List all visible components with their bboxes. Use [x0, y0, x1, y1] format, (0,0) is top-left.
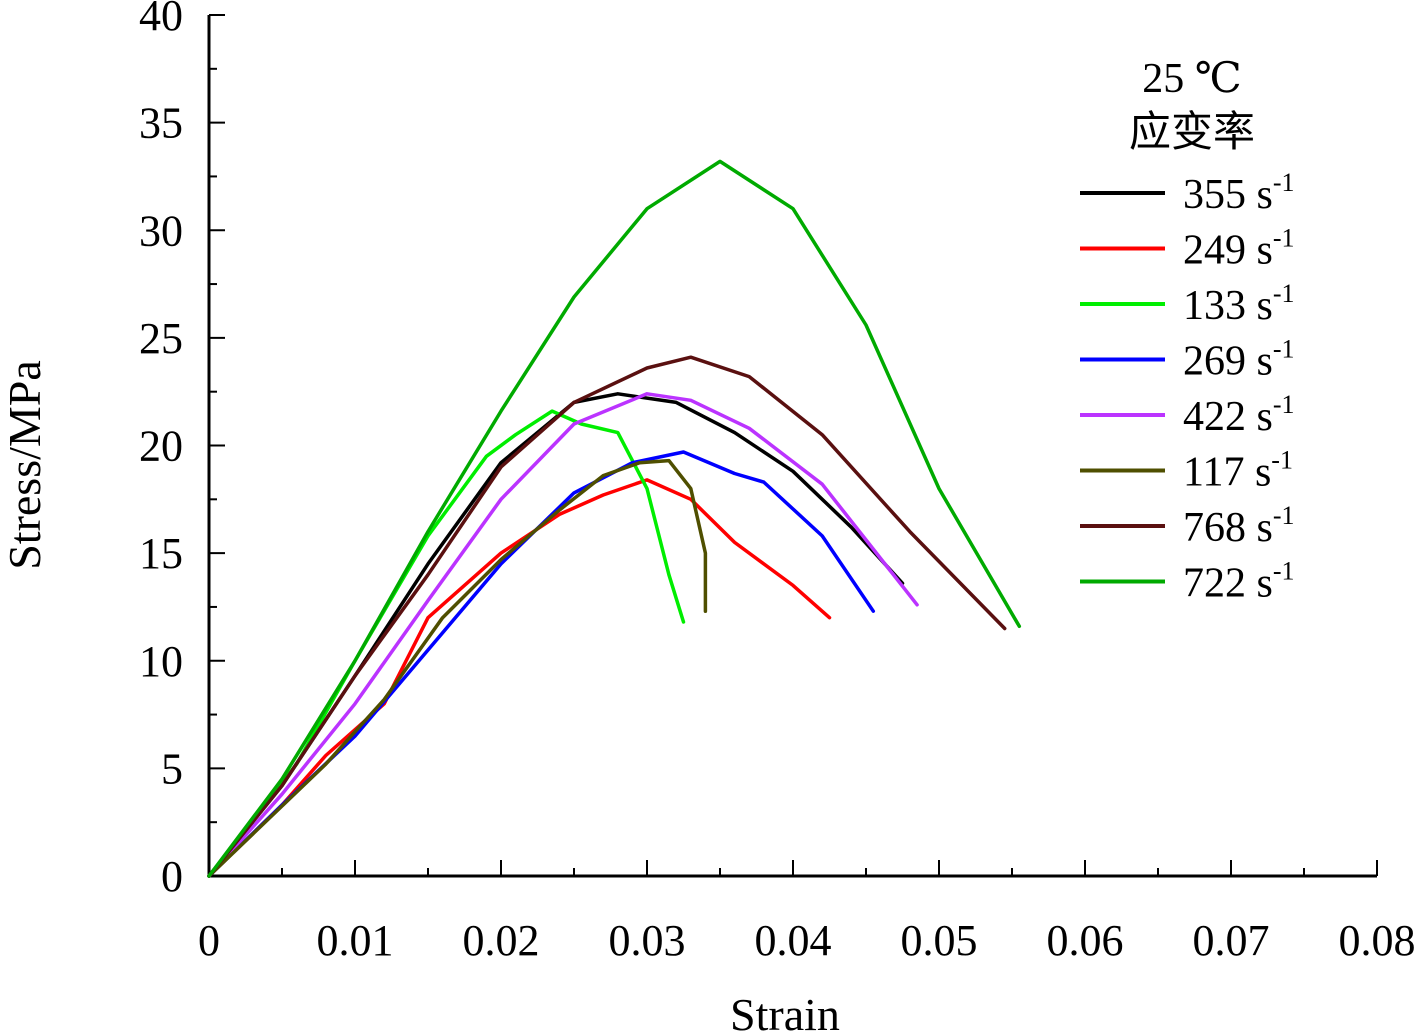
legend-label: 133 s-1 — [1183, 279, 1295, 329]
x-tick-label: 0.07 — [1193, 916, 1270, 965]
x-axis-ticks: 0 0.01 0.02 0.03 0.04 0.05 0.06 0.07 0.08 — [198, 860, 1416, 965]
series-line-269 — [207, 450, 876, 878]
legend-label: 768 s-1 — [1183, 501, 1295, 551]
legend-label: 249 s-1 — [1183, 224, 1295, 274]
x-tick-label: 0.04 — [755, 916, 832, 965]
legend-label: 355 s-1 — [1183, 168, 1295, 218]
legend-item-768: 768 s-1 — [1080, 501, 1295, 551]
x-tick-label: 0.03 — [609, 916, 686, 965]
y-tick-label: 5 — [161, 744, 183, 793]
legend-item-422: 422 s-1 — [1080, 390, 1295, 440]
x-axis-title: Strain — [730, 989, 840, 1033]
legend-item-249: 249 s-1 — [1080, 224, 1295, 274]
x-tick-label: 0.02 — [463, 916, 540, 965]
x-tick-label: 0.08 — [1339, 916, 1416, 965]
series-line-722 — [207, 159, 1022, 878]
y-tick-label: 40 — [139, 0, 183, 40]
legend-label: 117 s-1 — [1183, 446, 1293, 496]
legend-label: 269 s-1 — [1183, 335, 1295, 385]
y-tick-label: 15 — [139, 529, 183, 578]
y-tick-label: 10 — [139, 637, 183, 686]
series-lines — [207, 159, 1022, 878]
y-tick-label: 30 — [139, 206, 183, 255]
y-axis-title: Stress/MPa — [0, 360, 50, 570]
y-tick-label: 25 — [139, 314, 183, 363]
x-tick-label: 0.01 — [317, 916, 394, 965]
series-line-768 — [207, 355, 1007, 878]
legend-item-133: 133 s-1 — [1080, 279, 1295, 329]
y-tick-label: 35 — [139, 99, 183, 148]
x-tick-label: 0 — [198, 916, 220, 965]
x-tick-label: 0.06 — [1047, 916, 1124, 965]
legend-title-strain-rate: 应变率 — [1129, 109, 1255, 156]
legend-item-722: 722 s-1 — [1080, 557, 1295, 607]
series-line-249 — [207, 478, 832, 878]
y-tick-label: 20 — [139, 422, 183, 471]
y-axis-ticks: 0 5 10 15 20 25 30 35 40 — [139, 0, 225, 901]
legend-item-117: 117 s-1 — [1080, 446, 1293, 496]
legend-label: 422 s-1 — [1183, 390, 1295, 440]
legend-item-355: 355 s-1 — [1080, 168, 1295, 218]
legend-item-269: 269 s-1 — [1080, 335, 1295, 385]
y-tick-label: 0 — [161, 852, 183, 901]
series-line-117 — [207, 458, 708, 878]
series-line-422 — [207, 392, 919, 878]
x-tick-label: 0.05 — [901, 916, 978, 965]
legend-label: 722 s-1 — [1183, 557, 1295, 607]
legend-title-temperature: 25 ℃ — [1142, 56, 1241, 102]
